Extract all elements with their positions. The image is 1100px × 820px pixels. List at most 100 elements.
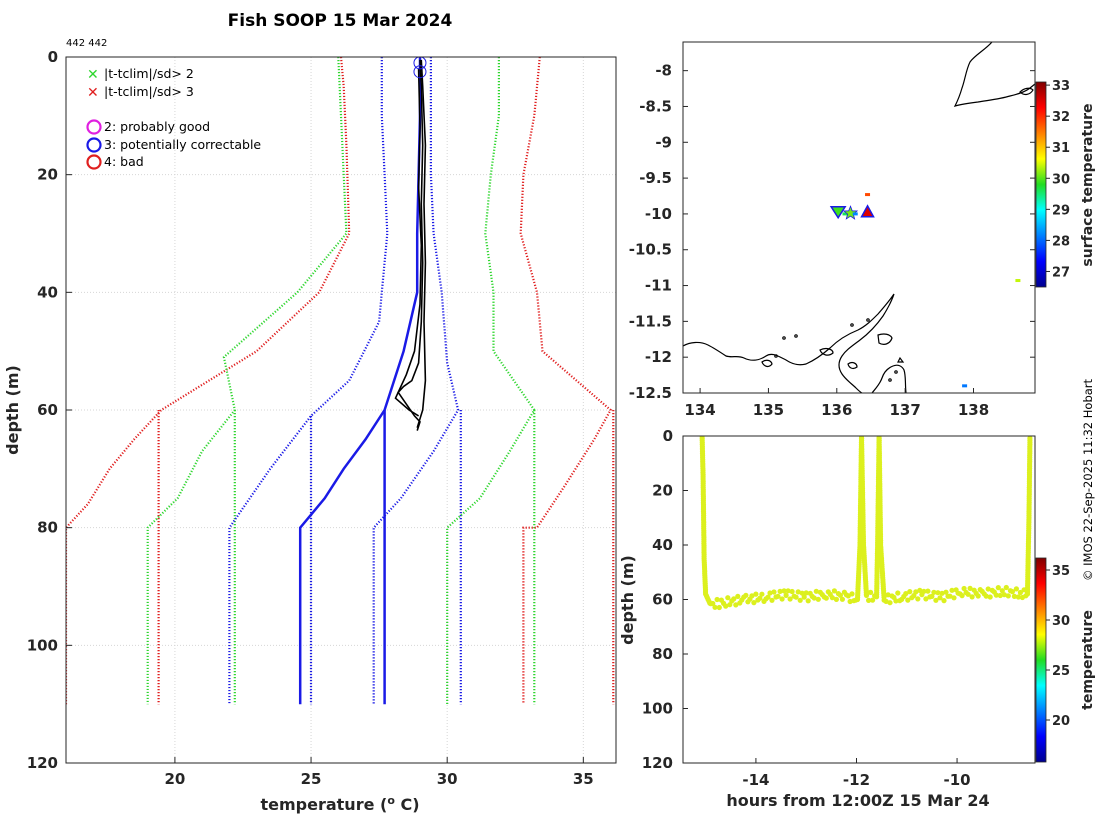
time-x-tick-label: -10 [944,771,971,789]
time-sample-point [959,593,965,599]
map-colorbar-tick-label: 31 [1052,141,1070,156]
coastline-new-guinea [953,42,1035,107]
time-sample-point [941,598,947,604]
series-clim-3sd [519,57,612,705]
map-colorbar-tick-label: 32 [1052,110,1070,125]
time-sample-point [985,586,991,592]
time-sample-point [1005,593,1011,599]
time-y-tick-label: 100 [642,700,673,718]
time-sample-point [799,590,805,596]
time-sample-point [983,593,989,599]
time-sample-point [815,596,821,602]
map-colorbar-tick-label: 29 [1052,203,1070,218]
time-sample-point [712,604,718,610]
main-x-axis-label-superscript: o [387,794,395,807]
time-x-tick-label: -14 [742,771,769,789]
coastline-islet-6 [894,370,898,374]
coastline-australia [683,293,895,393]
map-track-point [852,212,858,216]
qc-flag-marker [413,57,427,70]
time-sample-point [866,597,872,604]
time-sample-point [757,595,763,601]
time-sample-point [839,596,846,602]
profile-counts: 442 442 [66,38,107,49]
time-sample-point [939,590,945,596]
coastline-islet-2 [794,334,798,338]
time-sample-point [887,600,893,606]
map-colorbar-tick-label: 33 [1052,79,1070,94]
time-sample-point [961,585,967,592]
map-lat-tick-label: -8.5 [639,97,672,115]
time-sample-point [710,600,716,607]
time-sample-point [999,588,1005,594]
time-sample-point [781,588,787,594]
time-sample-point [1013,586,1020,592]
time-y-axis-label: depth (m) [618,555,637,645]
time-colorbar-label: temperature [1080,610,1096,710]
time-sample-point [805,598,811,604]
legend-flag2-marker [86,119,102,135]
map-lon-tick-label: 135 [753,401,784,419]
qc-flag-marker [413,65,427,79]
coastline-islet-3 [850,323,854,327]
depth-time-plot: -14 -12 -10 0 20 40 60 80 100 120 depth (m) hours… [618,427,1096,810]
time-sample-point [949,587,955,593]
time-y-tick-label: 60 [652,591,673,609]
map-lon-tick-label: 136 [821,401,852,419]
coastline-island-3 [819,347,834,356]
time-sample-point [965,591,971,597]
time-sample-point [987,594,993,600]
coastline-island-2 [761,359,773,368]
map-lat-tick-label: -11 [645,277,672,295]
coastline-australia-east [871,364,907,393]
time-colorbar-tick-label: 25 [1052,664,1070,679]
time-sample-point [947,593,953,599]
legend-x3-marker: ✕ [87,85,99,101]
main-x-tick-label: 25 [301,770,322,788]
time-sample-point [793,594,799,600]
time-sample-point [993,592,999,598]
time-sample-point [967,585,973,592]
main-x-axis-label-text: temperature ( [260,795,387,814]
series-clim-3sd [66,57,351,705]
coastline-islet-4 [866,318,870,322]
map-lon-tick-label: 137 [889,401,920,419]
main-y-tick-label: 120 [27,754,58,772]
figure-title: Fish SOOP 15 Mar 2024 [228,11,453,31]
time-sample-point [849,591,855,597]
main-x-axis-label: temperature (o C) [260,794,419,814]
main-y-tick-label: 60 [37,401,58,419]
series-profile-mid [394,68,423,417]
time-sample-point [905,597,911,603]
coastline-island-4 [847,361,858,370]
time-sample-point [775,593,781,599]
temperature-depth-profile-plot: 20 25 30 35 0 20 40 60 80 100 120 depth (m) temper… [3,48,617,814]
map-track-point [865,193,871,197]
map-track-point [842,205,859,220]
coastline-islet-1 [782,336,786,340]
series-profile-up [416,59,427,428]
time-sample-point [801,594,807,600]
time-sample-point [870,597,876,603]
time-sample-point [811,595,817,601]
legend-flag3-marker [86,137,102,153]
time-sample-point [725,595,731,601]
main-x-tick-label: 35 [573,770,594,788]
main-legend: ✕ |t-tclim|/sd> 2 ✕ |t-tclim|/sd> 3 2: p… [86,66,261,170]
time-sample-point [735,593,741,600]
map-colorbar-tick-label: 28 [1052,234,1070,249]
time-sample-point [767,590,773,596]
time-sample-point [903,591,909,597]
coastline [683,42,1035,393]
time-sample-point [785,588,791,594]
time-sample-point [921,588,927,594]
time-sample-point [951,595,957,601]
time-sample-point [1015,594,1022,600]
legend-flag4-marker [86,154,102,170]
time-sample-point [797,597,803,603]
map-colorbar-label: surface temperature [1080,103,1096,266]
time-sample-point [969,594,975,600]
time-y-tick-label: 0 [663,427,673,445]
time-sample-point [929,593,935,600]
time-sample-point [831,588,838,594]
